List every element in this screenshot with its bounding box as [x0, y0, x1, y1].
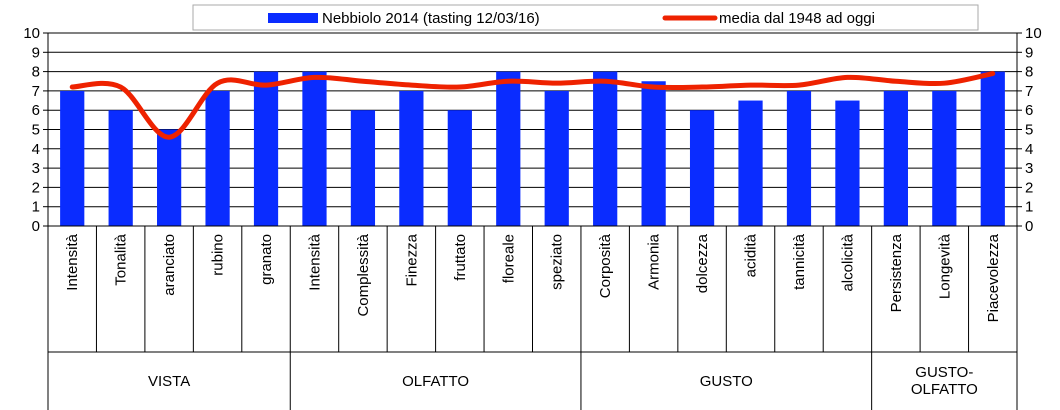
x-tick-label: alcolicità — [839, 233, 856, 291]
bar — [399, 90, 424, 227]
x-tick-label: Tonalità — [113, 233, 130, 285]
bar — [108, 110, 133, 226]
y-tick-label: 10 — [23, 25, 40, 42]
y2-tick-label: 3 — [1025, 160, 1033, 177]
y2-tick-label: 10 — [1025, 25, 1042, 42]
y-tick-label: 1 — [32, 199, 40, 216]
x-tick-label: rubino — [210, 234, 227, 276]
x-tick-label: Complessità — [355, 233, 372, 316]
x-tick-label: acidità — [743, 233, 760, 277]
x-tick-label: speziato — [549, 234, 566, 290]
legend-label: Nebbiolo 2014 (tasting 12/03/16) — [322, 10, 540, 27]
group-label: VISTA — [48, 356, 290, 406]
bar — [205, 90, 230, 227]
line-series — [69, 71, 996, 140]
bar — [689, 110, 715, 226]
y-tick-label: 2 — [32, 179, 40, 196]
x-tick-label: Intensità — [64, 233, 81, 290]
y-tick-label: 0 — [32, 218, 40, 235]
x-tick-label: Persistenza — [888, 233, 905, 312]
bar — [883, 90, 908, 227]
bar — [980, 71, 1005, 226]
y2-tick-label: 5 — [1025, 122, 1033, 139]
group-label-text: OLFATTO — [402, 372, 470, 390]
bar — [447, 110, 472, 226]
y-tick-label: 4 — [32, 141, 40, 158]
y2-tick-label: 9 — [1025, 44, 1033, 61]
y-tick-label: 5 — [32, 122, 40, 139]
bar — [253, 71, 279, 226]
legend-label: media dal 1948 ad oggi — [719, 10, 875, 27]
y-tick-label: 6 — [32, 102, 40, 119]
y-tick-label: 8 — [32, 64, 40, 81]
y2-tick-label: 4 — [1025, 141, 1033, 158]
bar — [496, 71, 521, 226]
x-tick-label: granato — [258, 234, 275, 285]
bar — [60, 90, 85, 227]
bar — [302, 71, 327, 226]
bar — [157, 129, 182, 226]
bar — [786, 90, 812, 227]
x-tick-label: dolcezza — [694, 233, 711, 293]
group-label-text: GUSTO — [699, 372, 753, 390]
bar — [738, 100, 763, 226]
y2-tick-label: 8 — [1025, 64, 1033, 81]
y-tick-label: 9 — [32, 44, 40, 61]
x-tick-label: Finezza — [403, 233, 420, 286]
x-tick-label: Armonia — [646, 233, 663, 290]
y-tick-label: 3 — [32, 160, 40, 177]
y2-tick-label: 7 — [1025, 83, 1033, 100]
x-tick-label: aranciato — [161, 234, 178, 296]
legend-box — [192, 4, 979, 31]
group-label-text: VISTA — [148, 372, 191, 390]
bar — [593, 71, 618, 226]
x-tick-label: Longevità — [936, 233, 953, 299]
group-label: GUSTO-OLFATTO — [872, 356, 1017, 406]
group-label: GUSTO — [581, 356, 872, 406]
group-label: OLFATTO — [290, 356, 581, 406]
bar — [835, 100, 860, 226]
legend-swatch — [268, 13, 318, 23]
x-tick-label: floreale — [500, 234, 517, 283]
x-tick-label: Intensità — [306, 233, 323, 290]
bar — [641, 81, 666, 226]
y2-tick-label: 0 — [1025, 218, 1033, 235]
x-tick-label: Corposità — [597, 233, 614, 298]
y-tick-label: 7 — [32, 83, 40, 100]
bar — [350, 110, 376, 226]
group-label-text: GUSTO-OLFATTO — [910, 364, 978, 398]
x-tick-label: tannicità — [791, 233, 808, 290]
y2-tick-label: 2 — [1025, 179, 1033, 196]
bar — [932, 90, 957, 227]
bar — [544, 90, 569, 227]
y2-tick-label: 1 — [1025, 199, 1033, 216]
x-tick-label: Piacevolezza — [985, 233, 1002, 322]
x-tick-label: fruttato — [452, 234, 469, 281]
y2-tick-label: 6 — [1025, 102, 1033, 119]
